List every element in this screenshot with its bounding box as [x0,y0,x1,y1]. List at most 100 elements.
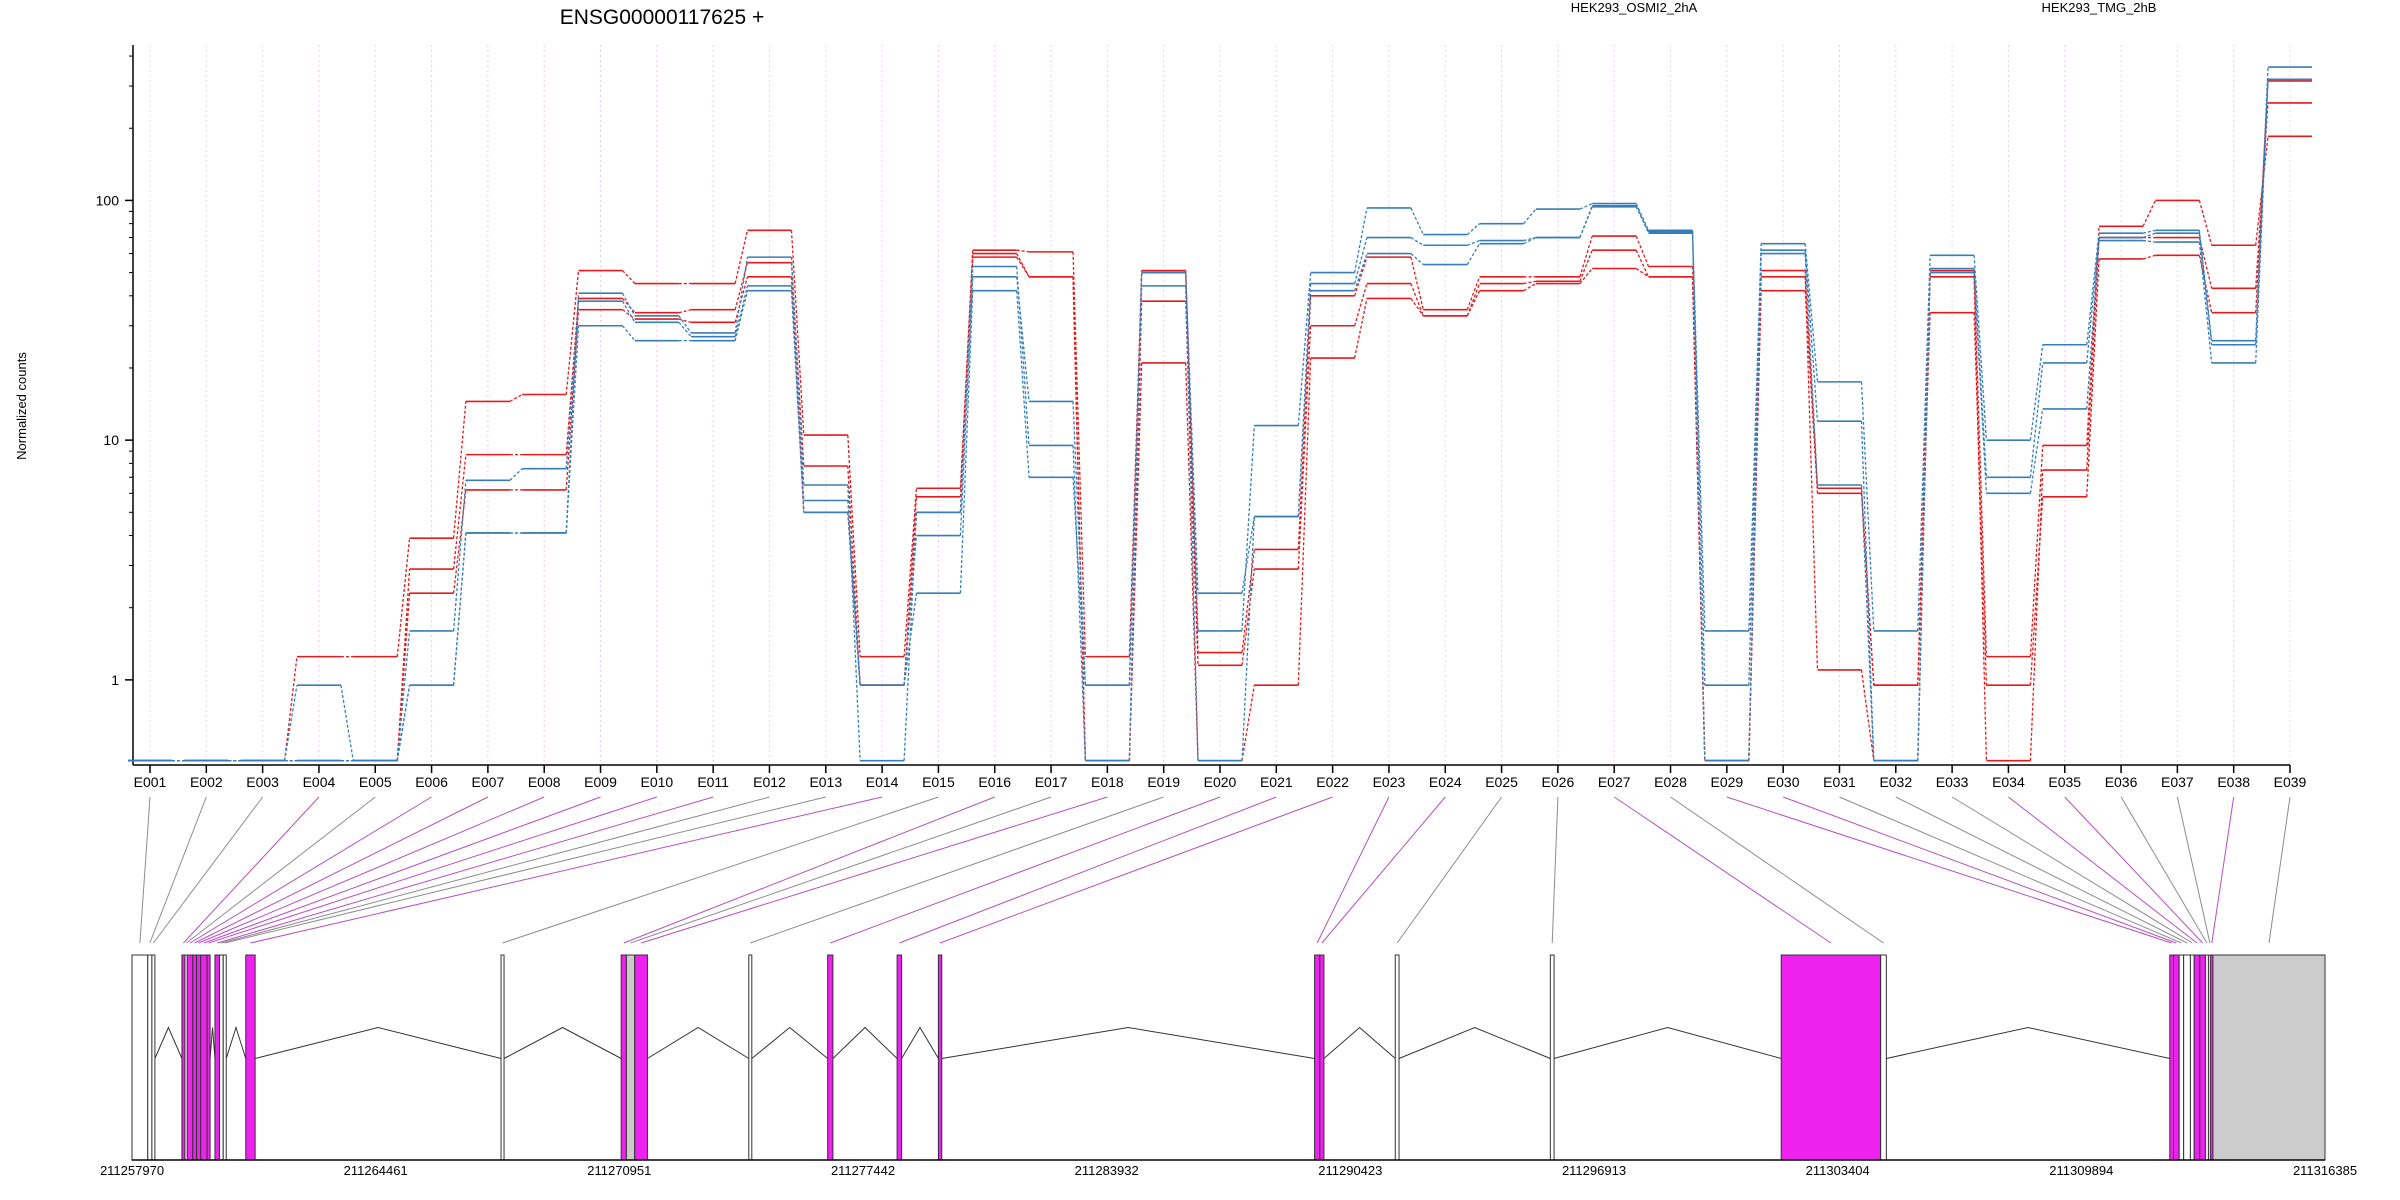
series-connector [1466,223,1481,236]
x-tick-label-e026: E026 [1542,774,1575,790]
series-connector [340,685,354,761]
intron-line [209,1027,216,1059]
series-connector [1410,298,1424,317]
x-tick-label-e034: E034 [1992,774,2025,790]
connector-e002 [149,796,207,944]
x-tick-label-e024: E024 [1429,774,1462,790]
x-tick-label-e011: E011 [697,774,729,790]
series-connector [2086,237,2100,471]
series-connector [1579,249,1593,282]
legend-series-a: HEK293_OSMI2_2hA [1571,0,1698,15]
series-connector [678,315,692,334]
x-tick-label-e009: E009 [584,774,617,790]
series-connector [1410,253,1424,266]
series-connector [2198,242,2213,363]
x-tick-label-e014: E014 [866,774,899,790]
x-tick-label-e025: E025 [1485,774,1518,790]
series-connector [1579,268,1593,284]
series-connector [1016,249,1030,253]
series-connector [1860,421,1875,761]
exon-block-e011 [214,954,220,1161]
series-connector [1579,202,1593,210]
series-connector [452,489,467,594]
connector-e021 [899,796,1277,944]
series-connector [565,301,580,469]
series-connector [2086,240,2100,409]
connector-e032 [1895,796,2188,944]
series-connector [1973,312,1988,686]
x-tick-label-e006: E006 [415,774,448,790]
series-connector [1016,290,1030,478]
connector-e007 [194,796,489,944]
series-connector [1185,270,1199,653]
series-connector [1016,256,1030,278]
series-connector [1579,206,1593,238]
intron-line [1886,1026,2170,1059]
series-connector [734,276,749,323]
x-tick-label-e038: E038 [2217,774,2250,790]
coord-label: 211257970 [100,1163,164,1178]
intron-line [751,1026,828,1059]
series-connector [621,300,636,323]
series-connector [1973,276,1988,761]
series-connector [1691,231,1706,761]
series-connector [452,480,467,631]
series-connector [1354,283,1368,326]
exon-block-e022 [937,954,943,1161]
connector-e011 [217,796,714,944]
series-connector [790,230,805,436]
series-connector [1860,669,1875,761]
series-connector [1297,272,1312,426]
exon-block-e024 [1319,954,1325,1161]
series-connector [396,685,411,761]
series-connector [1466,276,1481,310]
series-connector [903,488,918,657]
x-tick-label-e023: E023 [1373,774,1406,790]
exon-block-e026 [1549,954,1555,1161]
series-connector [1523,208,1537,225]
series-connector [2255,80,2269,313]
series-connector [2142,229,2156,234]
series-connector [2255,79,2269,363]
x-tick-label-e001: E001 [134,774,167,790]
series-connector [1410,256,1424,310]
exon-block-e033 [2189,954,2195,1161]
exon-block-e008 [196,954,202,1161]
series-connector [1748,250,1762,686]
intron-line [255,1026,502,1059]
series-connector [790,257,805,486]
series-connector [734,285,749,337]
connector-e034 [2008,796,2198,944]
connector-e013 [224,796,826,944]
exon-block-e002 [147,954,153,1161]
connector-e006 [189,796,432,944]
exon-block-e031 [2178,954,2185,1161]
connector-e035 [2064,796,2203,944]
connector-e017 [630,796,1052,944]
series-connector [1860,484,1875,761]
series-connector [678,309,692,314]
connector-e014 [250,796,883,944]
exon-block-e006 [186,954,194,1161]
connector-e036 [2120,796,2208,944]
intron-line [901,1026,939,1059]
series-connector [1241,685,1255,761]
series-connector [2198,200,2213,246]
series-connector [565,270,580,395]
series-connector [1467,239,1480,246]
x-tick-label-e018: E018 [1091,774,1124,790]
series-connector [1353,298,1368,359]
x-tick-label-e015: E015 [922,774,955,790]
x-tick-label-e033: E033 [1936,774,1969,790]
series-connector [1241,425,1255,631]
x-tick-label-e020: E020 [1204,774,1237,790]
x-tick-label-e002: E002 [190,774,223,790]
x-tick-label-e035: E035 [2048,774,2081,790]
connector-e008 [198,796,545,944]
connector-e019 [750,796,1164,944]
series-connector [1917,255,1931,631]
x-tick-label-e029: E029 [1710,774,1743,790]
series-connector [565,309,580,490]
exon-block-e001 [131,954,149,1161]
series-connector [1804,253,1819,486]
